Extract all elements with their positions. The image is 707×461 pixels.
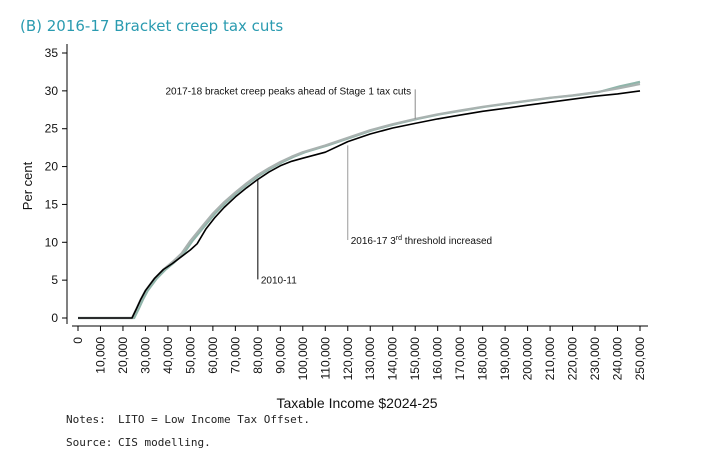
x-tick-label: 200,000 <box>521 337 535 381</box>
x-tick-label: 170,000 <box>453 337 467 381</box>
x-tick-label: 50,000 <box>183 337 197 374</box>
notes-label: Notes: <box>66 413 106 426</box>
x-tick-label: 250,000 <box>633 337 647 381</box>
x-tick-label: 60,000 <box>206 337 220 374</box>
series-line-2016-17 <box>78 82 641 320</box>
chart-title: (B) 2016-17 Bracket creep tax cuts <box>20 17 284 35</box>
x-tick-label: 190,000 <box>498 337 512 381</box>
notes: Notes: LITO = Low Income Tax Offset. <box>66 413 310 426</box>
y-tick-label: 30 <box>45 84 59 98</box>
y-tick-label: 15 <box>45 197 59 211</box>
y-tick-label: 0 <box>51 311 58 325</box>
x-axis-label: Taxable Income $2024-25 <box>276 395 437 411</box>
annotation-label-2010: 2010-11 <box>261 275 297 286</box>
x-tick-label: 130,000 <box>363 337 377 381</box>
x-tick-label: 30,000 <box>138 337 152 374</box>
x-tick-label: 180,000 <box>476 337 490 381</box>
annotation-2016-main: 2016-17 3 <box>351 236 396 247</box>
x-tick-label: 230,000 <box>588 337 602 381</box>
x-tick-label: 0 <box>71 337 85 344</box>
x-tick-label: 70,000 <box>228 337 242 374</box>
x-tick-label: 120,000 <box>341 337 355 381</box>
annotation-label-2016: 2016-17 3rd threshold increased <box>351 235 492 247</box>
source-text: CIS modelling. <box>118 436 211 449</box>
annotation-2016-superscript: rd <box>396 235 402 242</box>
x-tick-label: 150,000 <box>408 337 422 381</box>
x-tick-label: 100,000 <box>296 337 310 381</box>
x-tick-label: 80,000 <box>251 337 265 374</box>
x-tick-label: 10,000 <box>93 337 107 374</box>
series-line-2010-11 <box>78 90 641 319</box>
x-tick-label: 140,000 <box>386 337 400 381</box>
chart-axes: 0 5 10 15 20 25 30 35 0 10,000 20,000 30,000 40,000 5… <box>45 44 648 380</box>
y-tick-label: 25 <box>45 122 59 136</box>
x-tick-label: 240,000 <box>611 337 625 381</box>
y-tick-label: 5 <box>51 273 58 287</box>
y-axis-label: Per cent <box>20 161 35 210</box>
chart-annotations: 2017-18 bracket creep peaks ahead of Sta… <box>165 86 492 286</box>
source: Source: CIS modelling. <box>66 436 211 449</box>
x-tick-label: 90,000 <box>273 337 287 374</box>
annotation-2016-tail: threshold increased <box>402 236 492 247</box>
y-tick-label: 10 <box>45 235 59 249</box>
series-line-2017-18 <box>78 80 641 320</box>
x-tick-label: 220,000 <box>566 337 580 381</box>
x-tick-label: 40,000 <box>161 337 175 374</box>
notes-text: LITO = Low Income Tax Offset. <box>118 413 311 426</box>
x-tick-label: 20,000 <box>116 337 130 374</box>
x-tick-label: 160,000 <box>431 337 445 381</box>
source-label: Source: <box>66 436 113 449</box>
x-tick-label: 110,000 <box>318 337 332 380</box>
y-tick-label: 20 <box>45 160 59 174</box>
chart-lines <box>78 80 641 320</box>
x-tick-label: 210,000 <box>543 337 557 381</box>
annotation-label-2017: 2017-18 bracket creep peaks ahead of Sta… <box>165 86 411 97</box>
y-tick-label: 35 <box>45 46 59 60</box>
